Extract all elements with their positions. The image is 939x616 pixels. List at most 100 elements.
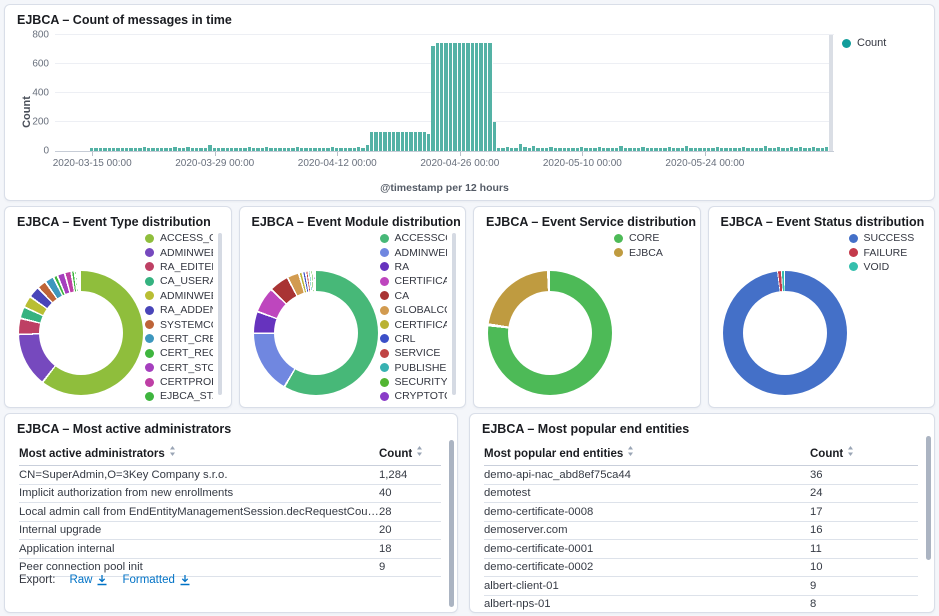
time-bucket-bar[interactable] xyxy=(702,148,707,151)
legend-item[interactable]: EJBCA xyxy=(614,245,682,259)
time-bucket-bar[interactable] xyxy=(790,147,795,151)
cell-name[interactable]: CN=SuperAdmin,O=3Key Company s.r.o. xyxy=(19,465,379,485)
time-bucket-bar[interactable] xyxy=(426,133,432,151)
time-bucket-bar[interactable] xyxy=(746,147,751,151)
time-bucket-bar[interactable] xyxy=(531,145,537,151)
time-bucket-bar[interactable] xyxy=(173,147,178,151)
time-bucket-bar[interactable] xyxy=(422,132,427,151)
time-bucket-bar[interactable] xyxy=(221,147,226,151)
time-bucket-bar[interactable] xyxy=(470,43,475,151)
column-header-name[interactable]: Most active administrators xyxy=(19,442,379,466)
cell-count[interactable]: 36 xyxy=(810,465,918,485)
time-bucket-bar[interactable] xyxy=(628,147,633,151)
time-bucket-bar[interactable] xyxy=(728,147,734,151)
time-bucket-bar[interactable] xyxy=(755,147,760,151)
table-row[interactable]: Implicit authorization from new enrollme… xyxy=(19,484,441,503)
column-header-count[interactable]: Count xyxy=(379,442,441,466)
legend-item[interactable]: ACCESSCONTROL xyxy=(379,231,447,245)
cell-count[interactable]: 8 xyxy=(810,595,918,612)
time-bucket-bar[interactable] xyxy=(409,131,414,151)
time-bucket-bar[interactable] xyxy=(588,147,594,151)
legend-item[interactable]: EJBCA_STARTING xyxy=(145,389,213,403)
cell-count[interactable]: 9 xyxy=(379,558,441,577)
time-bucket-bar[interactable] xyxy=(103,147,108,151)
time-bucket-bar[interactable] xyxy=(361,147,366,151)
time-bucket-bar[interactable] xyxy=(313,147,318,151)
time-bucket-bar[interactable] xyxy=(265,147,270,151)
time-bucket-bar[interactable] xyxy=(435,43,440,151)
legend-item[interactable]: RA_ADDENDENTI... xyxy=(145,303,213,317)
time-bucket-bar[interactable] xyxy=(575,147,580,151)
time-bucket-bar[interactable] xyxy=(457,43,462,151)
time-bucket-bar[interactable] xyxy=(584,148,589,151)
time-bucket-bar[interactable] xyxy=(715,147,720,151)
time-bucket-bar[interactable] xyxy=(772,148,777,151)
time-bucket-bar[interactable] xyxy=(405,132,410,151)
time-bucket-bar[interactable] xyxy=(763,145,769,151)
legend-item[interactable]: SYSTEMCONF_E... xyxy=(145,317,213,331)
time-bucket-bar[interactable] xyxy=(741,147,747,151)
time-bucket-bar[interactable] xyxy=(256,147,261,151)
time-bucket-bar[interactable] xyxy=(234,147,239,151)
cell-name[interactable]: Local admin call from EndEntityManagemen… xyxy=(19,502,379,522)
time-bucket-bar[interactable] xyxy=(527,147,532,151)
time-bucket-bar[interactable] xyxy=(619,145,624,151)
cell-count[interactable]: 20 xyxy=(379,521,441,540)
legend-item[interactable]: SECURITY_AUDIT xyxy=(379,375,447,389)
time-bucket-bar[interactable] xyxy=(125,147,130,151)
time-bucket-bar[interactable] xyxy=(116,147,121,151)
legend-item[interactable]: ADMINWEB xyxy=(379,245,447,259)
legend-item[interactable]: ACCESS_CONTR... xyxy=(145,231,213,245)
time-bucket-bar[interactable] xyxy=(330,146,335,151)
time-bucket-bar[interactable] xyxy=(374,131,379,151)
time-bucket-bar[interactable] xyxy=(566,147,572,151)
time-bucket-bar[interactable] xyxy=(291,148,296,151)
cell-name[interactable]: demoserver.com xyxy=(484,521,810,540)
time-bucket-bar[interactable] xyxy=(138,147,143,151)
time-bucket-bar[interactable] xyxy=(387,132,392,151)
time-bucket-bar[interactable] xyxy=(488,43,493,151)
cell-name[interactable]: albert-nps-01 xyxy=(484,595,810,612)
legend-item-count[interactable]: Count xyxy=(842,37,926,49)
time-bucket-bar[interactable] xyxy=(685,145,690,151)
cell-count[interactable]: 40 xyxy=(379,484,441,503)
time-bucket-bar[interactable] xyxy=(251,147,257,151)
time-bucket-bar[interactable] xyxy=(466,42,471,151)
time-bucket-bar[interactable] xyxy=(448,42,454,151)
table-row[interactable]: albert-nps-01 8 xyxy=(484,595,918,612)
time-bucket-bar[interactable] xyxy=(243,148,248,151)
time-bucket-bar[interactable] xyxy=(199,147,204,151)
time-bucket-bar[interactable] xyxy=(658,147,664,151)
time-bucket-bar[interactable] xyxy=(352,148,357,151)
time-plot[interactable]: 0 200 400 600 800 2020-03-15 00:00 2020-03-29 … xyxy=(32,30,834,169)
cell-count[interactable]: 10 xyxy=(810,558,918,577)
legend-item[interactable]: CERTIFICATEPR... xyxy=(379,317,447,331)
legend-item[interactable]: GLOBALCONF xyxy=(379,303,447,317)
time-bucket-bar[interactable] xyxy=(378,132,384,151)
legend-item[interactable]: CERTIFICATE xyxy=(379,274,447,288)
event-status-donut[interactable] xyxy=(722,271,847,395)
time-bucket-bar[interactable] xyxy=(671,147,677,151)
time-bucket-bar[interactable] xyxy=(146,147,152,151)
time-bucket-bar[interactable] xyxy=(308,147,314,151)
time-bucket-bar[interactable] xyxy=(343,147,349,151)
time-bucket-bar[interactable] xyxy=(798,146,804,151)
table-row[interactable]: demo-api-nac_abd8ef75ca44 36 xyxy=(484,465,918,485)
time-bucket-bar[interactable] xyxy=(269,147,274,151)
time-bucket-bar[interactable] xyxy=(186,146,191,151)
cell-name[interactable]: Implicit authorization from new enrollme… xyxy=(19,484,379,503)
time-bucket-bar[interactable] xyxy=(370,132,375,151)
time-bucket-bar[interactable] xyxy=(523,147,528,151)
time-bucket-bar[interactable] xyxy=(776,147,782,151)
time-bucket-bar[interactable] xyxy=(326,147,331,151)
time-bucket-bar[interactable] xyxy=(444,43,449,151)
time-bucket-bar[interactable] xyxy=(295,147,300,151)
vertical-scrollbar[interactable] xyxy=(449,440,454,607)
time-bucket-bar[interactable] xyxy=(636,147,642,151)
time-bucket-bar[interactable] xyxy=(654,147,659,151)
time-bucket-bar[interactable] xyxy=(711,147,716,151)
time-bucket-bar[interactable] xyxy=(155,147,160,151)
time-bucket-bar[interactable] xyxy=(273,147,279,151)
table-row[interactable]: Internal upgrade 20 xyxy=(19,521,441,540)
time-bucket-bar[interactable] xyxy=(225,147,230,151)
